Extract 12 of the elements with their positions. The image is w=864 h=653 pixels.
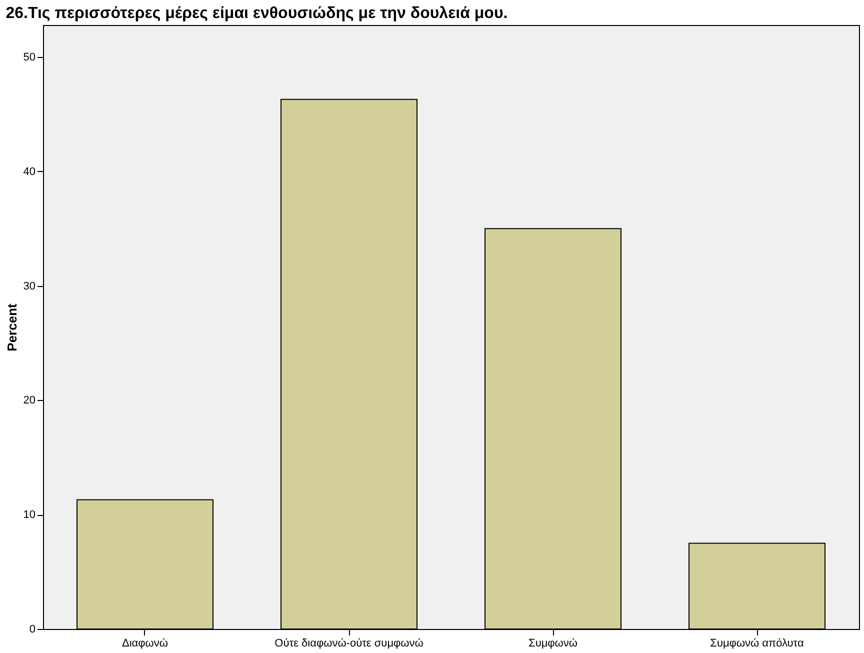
y-tick-label: 30 bbox=[23, 280, 36, 292]
x-tick-label: Συμφωνώ απόλυτα bbox=[710, 638, 804, 650]
y-tick-label: 0 bbox=[29, 624, 36, 636]
y-axis-title: Percent bbox=[4, 302, 20, 352]
x-tick-label: Συμφωνώ bbox=[528, 638, 578, 650]
y-tick-label: 40 bbox=[23, 166, 36, 178]
chart-title: 26.Τις περισσότερες μέρες είμαι ενθουσιώδης με την δουλειά μου. bbox=[6, 5, 508, 22]
x-tick-label: Ούτε διαφωνώ-ούτε συμφωνώ bbox=[274, 638, 424, 650]
y-tick-label: 20 bbox=[23, 394, 36, 407]
x-tick-label: Διαφωνώ bbox=[122, 638, 168, 650]
y-tick-label: 50 bbox=[23, 52, 36, 64]
y-tick-label: 10 bbox=[23, 509, 36, 522]
